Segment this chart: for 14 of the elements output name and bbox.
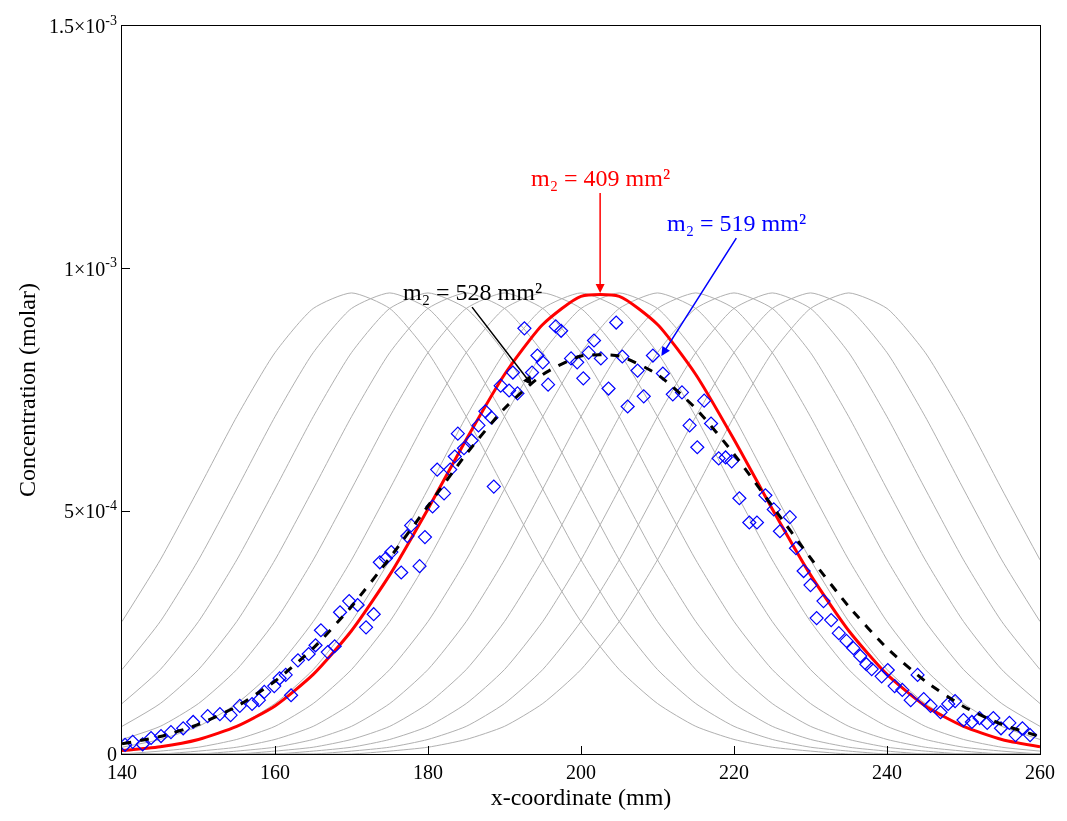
annotation: m₂ = 409 mm²	[531, 165, 671, 191]
y-tick-label: 1.5×10$^{-3}$	[49, 12, 117, 37]
x-tick-label: 200	[566, 761, 596, 783]
x-tick-label: 260	[1025, 761, 1055, 783]
annotation: m₂ = 519 mm²	[667, 210, 807, 236]
y-axis-title: Concentration (molar)	[14, 283, 41, 497]
y-tick-label: 5×10$^{-4}$	[64, 497, 117, 523]
x-tick-label: 180	[413, 761, 443, 783]
y-tick-label: 1×10$^{-3}$	[64, 255, 117, 280]
annotation: m₂ = 528 mm²	[403, 279, 543, 305]
x-tick-label: 160	[260, 761, 290, 783]
x-tick-label: 220	[719, 761, 749, 783]
x-tick-label: 240	[872, 761, 902, 783]
x-axis-title: x-coordinate (mm)	[490, 784, 672, 811]
